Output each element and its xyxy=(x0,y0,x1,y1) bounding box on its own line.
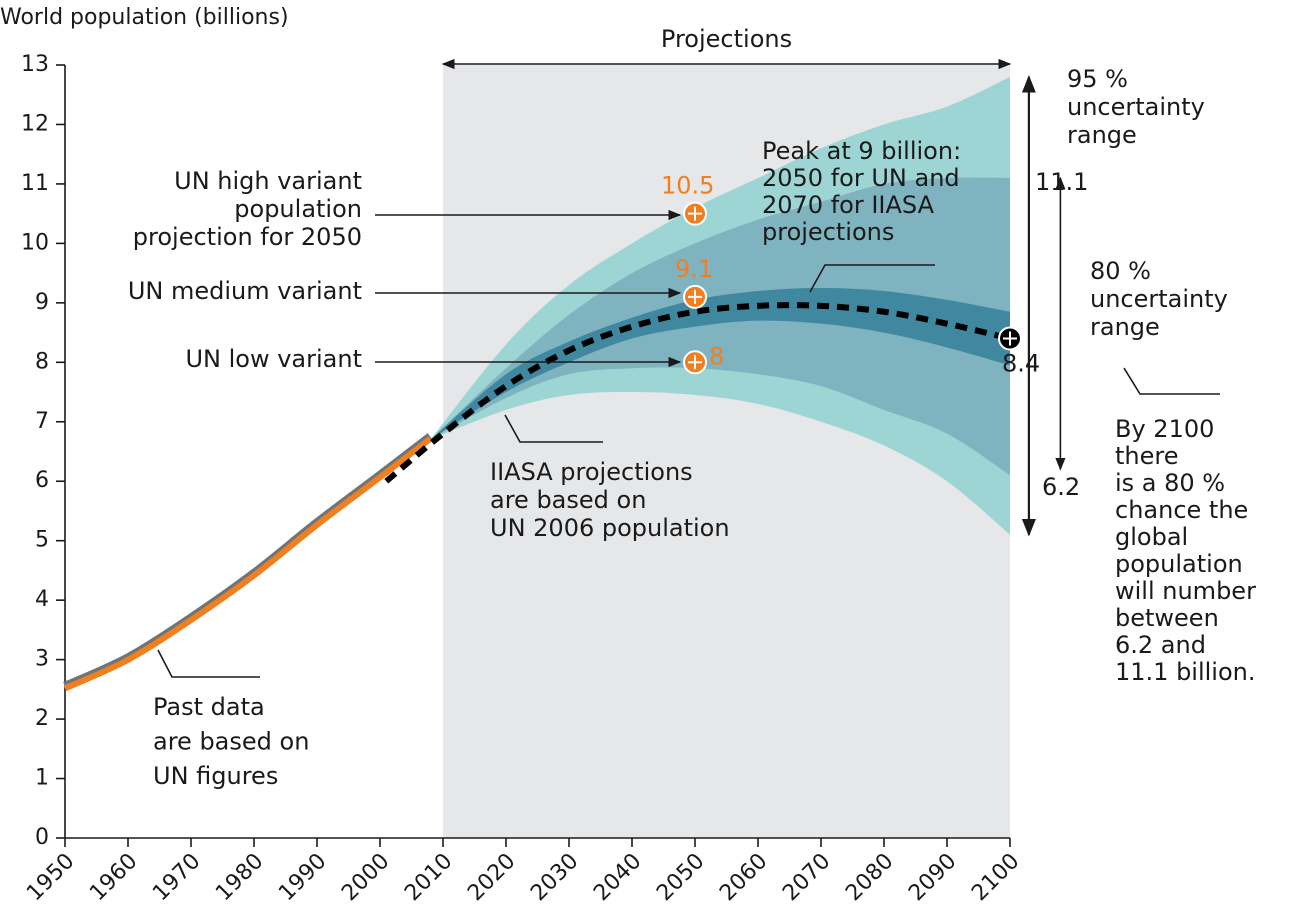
annotation: By 2100 xyxy=(1115,415,1214,443)
x-tick-label: 1960 xyxy=(85,849,142,906)
annotation: 2070 for IIASA xyxy=(762,191,935,219)
annotation: are based on xyxy=(490,486,646,514)
x-tick-label: 2060 xyxy=(715,849,772,906)
annotation: IIASA projections xyxy=(490,458,693,486)
x-tick-label: 1990 xyxy=(274,849,331,906)
annotation: is a 80 % xyxy=(1115,469,1225,497)
arrow-label: 95 % xyxy=(1067,65,1128,93)
arrow-label: uncertainty xyxy=(1090,285,1228,313)
x-tick-label: 2050 xyxy=(652,849,709,906)
x-tick-label: 2100 xyxy=(967,849,1024,906)
annotation: between xyxy=(1115,604,1219,632)
y-tick-label: 3 xyxy=(35,647,49,672)
point-cross xyxy=(688,206,702,221)
uncertainty-band xyxy=(430,177,1010,476)
x-tick-label: 2070 xyxy=(778,849,835,906)
range-label: 6.2 xyxy=(1042,473,1080,501)
annotation: projection for 2050 xyxy=(133,223,362,251)
annotation: 2050 for UN and xyxy=(762,164,960,192)
y-tick-label: 4 xyxy=(35,587,49,612)
annotation: there xyxy=(1115,442,1179,470)
y-tick-label: 0 xyxy=(35,825,49,850)
annotation: UN high variant xyxy=(174,167,362,195)
annotation: 11.1 billion. xyxy=(1115,658,1256,686)
point-cross xyxy=(688,289,702,304)
x-tick-label: 2080 xyxy=(841,849,898,906)
y-tick-label: 1 xyxy=(35,766,49,791)
median-line xyxy=(384,302,1011,484)
annotation: UN 2006 population xyxy=(490,514,730,542)
arrow-label: range xyxy=(1090,313,1160,341)
y-tick-label: 9 xyxy=(35,290,49,315)
annotation: UN low variant xyxy=(185,345,362,373)
leader xyxy=(157,649,260,678)
annotation: population xyxy=(234,195,362,223)
y-tick-label: 5 xyxy=(35,528,49,553)
annotation-layer: World population (billions) 95 %uncertai… xyxy=(0,5,1256,790)
x-tick-label: 2010 xyxy=(400,849,457,906)
arrow-label: uncertainty xyxy=(1067,93,1205,121)
past-line xyxy=(63,436,433,692)
y-tick-label: 11 xyxy=(21,171,49,196)
point-label: 8.4 xyxy=(1002,350,1040,378)
x-tick-label: 2020 xyxy=(463,849,520,906)
projection-label: Projections xyxy=(661,25,792,53)
annotation: UN medium variant xyxy=(128,277,362,305)
uncertainty-band xyxy=(430,287,1010,440)
arrow-label: 80 % xyxy=(1090,257,1151,285)
y-tick-label: 12 xyxy=(21,111,49,136)
x-tick-label: 2090 xyxy=(904,849,961,906)
point-label: 10.5 xyxy=(661,172,714,200)
annotation: global xyxy=(1115,523,1188,551)
annotation: population xyxy=(1115,550,1243,578)
leader xyxy=(504,414,603,443)
y-tick-label: 2 xyxy=(35,706,49,731)
point-label: 9.1 xyxy=(675,255,713,283)
annotation: 6.2 and xyxy=(1115,631,1206,659)
annotation: are based on xyxy=(153,728,309,756)
chart-title: World population (billions) xyxy=(0,5,289,30)
arrow-label: range xyxy=(1067,121,1137,149)
y-tick-label: 8 xyxy=(35,349,49,374)
x-tick-label: 1950 xyxy=(22,849,79,906)
range-label: 11.1 xyxy=(1035,168,1088,196)
y-tick-label: 13 xyxy=(21,52,49,77)
y-tick-label: 7 xyxy=(35,409,49,434)
leader xyxy=(809,264,935,293)
x-tick-label: 1980 xyxy=(211,849,268,906)
annotation: Peak at 9 billion: xyxy=(762,137,961,165)
x-tick-label: 1970 xyxy=(148,849,205,906)
x-tick-label: 2030 xyxy=(526,849,583,906)
y-tick-label: 10 xyxy=(21,230,49,255)
x-tick-label: 2000 xyxy=(337,849,394,906)
annotation: Past data xyxy=(153,693,265,721)
x-tick-label: 2040 xyxy=(589,849,646,906)
leader xyxy=(1123,367,1220,395)
annotation: chance the xyxy=(1115,496,1248,524)
annotation: UN figures xyxy=(153,762,278,790)
point-cross xyxy=(688,355,702,370)
point-label: 8 xyxy=(709,342,724,370)
y-tick-label: 6 xyxy=(35,468,49,493)
past-line-edge xyxy=(63,433,434,691)
point-cross xyxy=(1003,331,1017,346)
annotation: will number xyxy=(1115,577,1256,605)
annotation: projections xyxy=(762,218,894,246)
